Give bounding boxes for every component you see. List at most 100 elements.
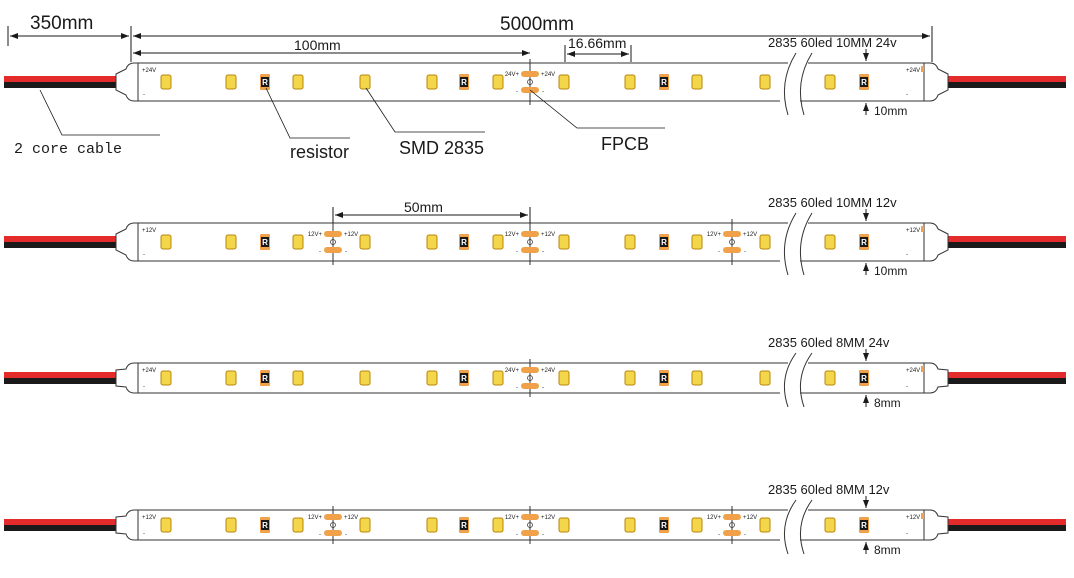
end-minus-left: - — [143, 384, 145, 390]
led-chip — [426, 517, 438, 533]
end-minus-right: - — [906, 531, 908, 537]
resistor-body — [860, 520, 868, 530]
led-chip — [292, 234, 304, 250]
scissor-mark — [527, 375, 533, 381]
pad-minus-right: - — [542, 385, 544, 391]
pad-minus-right: - — [542, 89, 544, 95]
break-mark — [783, 352, 797, 408]
solder-pad-top — [521, 514, 539, 520]
led-chip — [759, 370, 771, 386]
end-cap-right — [923, 222, 949, 262]
led-chip — [160, 517, 172, 533]
wire-red-left — [4, 76, 116, 82]
end-cap-left — [115, 362, 139, 394]
resistor-letter: R — [262, 78, 268, 87]
scissor-mark — [527, 79, 533, 85]
resistor-body — [860, 373, 868, 383]
resistor-letter: R — [262, 521, 268, 530]
solder-pad-bottom — [324, 530, 342, 536]
led-chip — [624, 517, 636, 533]
strip-2: +12V - +12V - R R R R 12V+ +12V - - 12V+ +12V - - 12V+ +1… — [4, 195, 1066, 278]
pad-minus-left: - — [319, 249, 321, 255]
strip-4: +12V - +12V - R R R R 12V+ +12V - - 12V+ +12V - - 12V+ +1… — [4, 482, 1066, 557]
resistor-body — [460, 77, 468, 87]
wire-black-right — [948, 525, 1066, 531]
end-cap-right — [923, 509, 949, 541]
led-chip — [691, 74, 703, 90]
resistor-body — [660, 77, 668, 87]
wire-red-right — [948, 519, 1066, 525]
solder-pad-top — [521, 231, 539, 237]
solder-pad-bottom — [521, 247, 539, 253]
strip-length-label: 5000mm — [500, 14, 574, 35]
led-chip — [426, 370, 438, 386]
scissor-mark — [729, 239, 735, 245]
led-chip — [624, 234, 636, 250]
pad-label-right: +12V — [541, 232, 555, 238]
led-chip — [225, 74, 237, 90]
wire-black-right — [948, 82, 1066, 88]
end-pad — [921, 226, 924, 232]
led-chip — [824, 74, 836, 90]
led-chip — [359, 234, 371, 250]
pad-minus-left: - — [516, 89, 518, 95]
pad-label-right: +12V — [344, 232, 358, 238]
end-pad — [921, 513, 924, 519]
width-label: 8mm — [874, 396, 901, 410]
led-chip — [691, 370, 703, 386]
pad-label-left: 12V+ — [308, 232, 323, 238]
led-chip — [160, 234, 172, 250]
pad-minus-left: - — [718, 532, 720, 538]
spec-label: 2835 60led 8MM 12v — [768, 482, 890, 497]
led-chip — [359, 74, 371, 90]
end-label-right: +24V — [906, 68, 920, 74]
solder-pad-bottom — [723, 530, 741, 536]
end-minus-right: - — [906, 384, 908, 390]
resistor-letter: R — [461, 238, 467, 247]
end-label-left: +12V — [142, 515, 156, 521]
led-chip — [359, 370, 371, 386]
pad-minus-left: - — [516, 385, 518, 391]
solder-pad-top — [521, 367, 539, 373]
solder-pad-top — [723, 514, 741, 520]
callouts: 2 core cable resistor SMD 2835 FPCB — [14, 87, 665, 162]
end-cap-right — [923, 362, 949, 394]
pad-label-left: 12V+ — [707, 515, 722, 521]
solder-pad-top — [521, 71, 539, 77]
wire-black-left — [4, 525, 116, 531]
scissor-mark — [527, 239, 533, 245]
led-chip — [824, 370, 836, 386]
wire-black-left — [4, 242, 116, 248]
scissor-mark — [729, 522, 735, 528]
pad-label-right: +24V — [541, 72, 555, 78]
led-chip — [225, 517, 237, 533]
pad-minus-right: - — [345, 249, 347, 255]
resistor-letter: R — [861, 238, 867, 247]
resistor-letter: R — [461, 374, 467, 383]
led-chip — [492, 74, 504, 90]
led-chip — [759, 517, 771, 533]
resistor-letter: R — [861, 374, 867, 383]
end-label-right: +12V — [906, 515, 920, 521]
pad-minus-right: - — [345, 532, 347, 538]
pad-label-right: +12V — [743, 232, 757, 238]
width-label: 10mm — [874, 264, 907, 278]
solder-pad-bottom — [723, 247, 741, 253]
led-chip — [624, 370, 636, 386]
wire-red-left — [4, 519, 116, 525]
led-chip — [225, 234, 237, 250]
led-chip — [292, 74, 304, 90]
pad-label-left: 24V+ — [505, 72, 520, 78]
dim-label: 50mm — [404, 199, 443, 215]
solder-pad-bottom — [324, 247, 342, 253]
pad-minus-left: - — [718, 249, 720, 255]
resistor-body — [860, 77, 868, 87]
pad-minus-right: - — [542, 532, 544, 538]
width-label: 10mm — [874, 104, 907, 118]
resistor-body — [460, 237, 468, 247]
resistor-letter: R — [861, 521, 867, 530]
resistor-letter: R — [262, 238, 268, 247]
end-label-left: +24V — [142, 68, 156, 74]
cable-callout-label: 2 core cable — [14, 141, 122, 158]
